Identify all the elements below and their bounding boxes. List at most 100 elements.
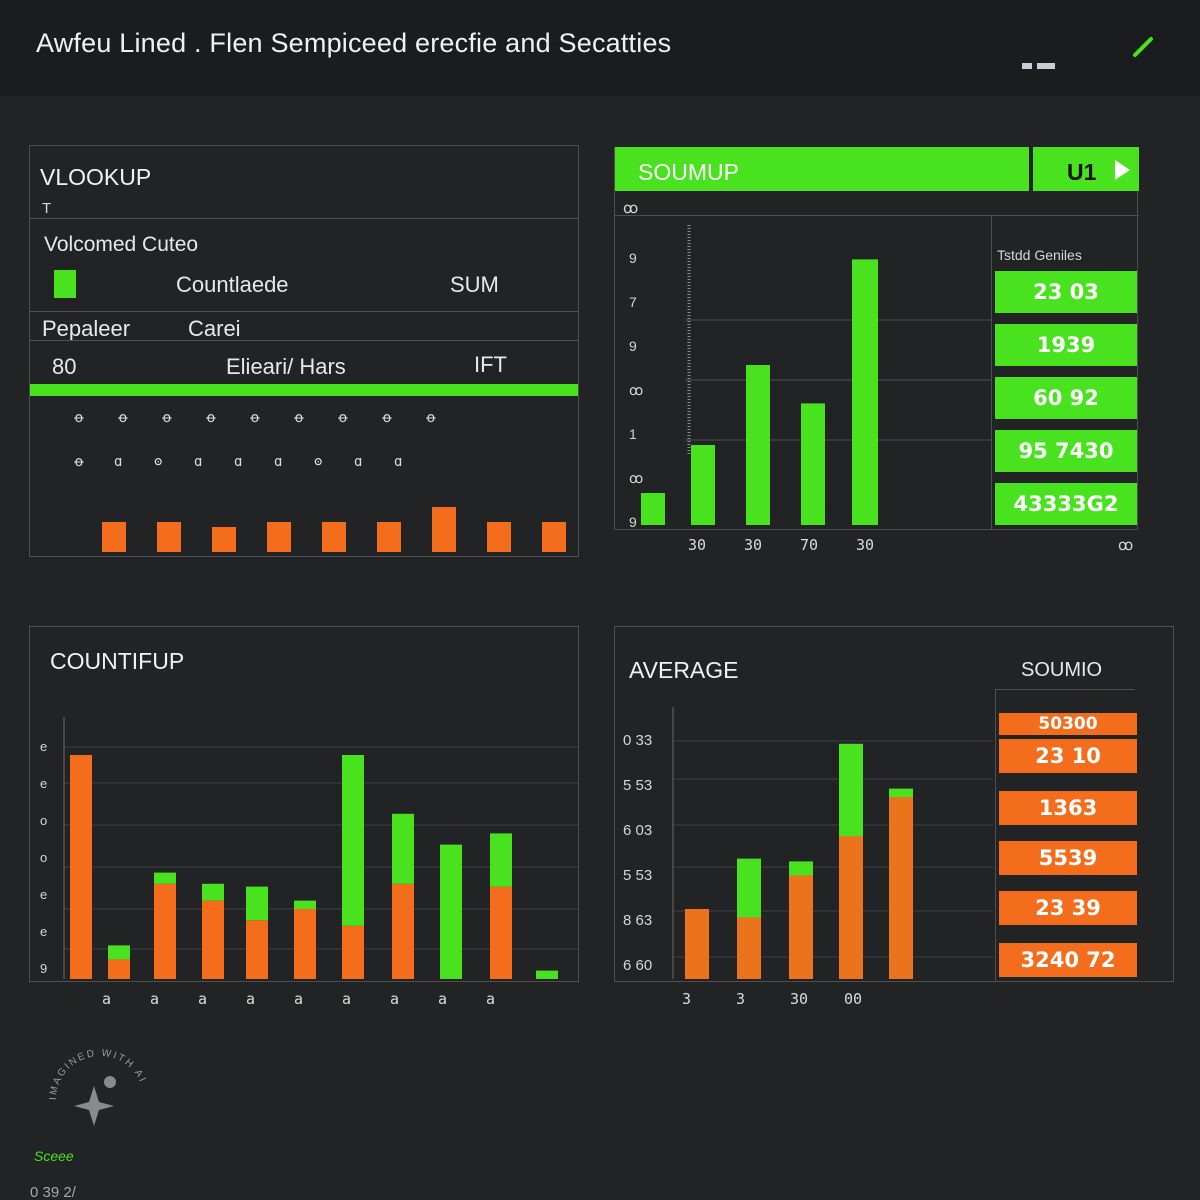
x-tick-label: a [342, 990, 352, 1008]
y-tick-label: 9 [629, 338, 637, 354]
pencil-icon[interactable] [1132, 36, 1154, 58]
y-tick-label: 8 63 [623, 912, 652, 929]
vlookup-bar [102, 522, 126, 552]
value-badge[interactable]: 23 10 [999, 739, 1137, 773]
window-controls-icon[interactable] [1022, 56, 1066, 69]
countifup-panel: COUNTIFUP e e o o e e 9 [29, 626, 579, 982]
vlookup-bar [432, 507, 456, 552]
vlookup-bar [377, 522, 401, 552]
watermark-text: IMAGINED WITH AI [48, 1048, 146, 1100]
x-tick-label: a [150, 990, 160, 1008]
y-tick-label: 5 53 [623, 777, 652, 794]
vlookup-panel: VLOOKUP T Volcomed Cuteo Countlaede SUM … [29, 145, 579, 557]
countifup-bar-green [108, 945, 130, 960]
value-badge[interactable]: 1363 [999, 791, 1137, 825]
x-tick-label: a [294, 990, 304, 1008]
svg-text:IMAGINED WITH AI: IMAGINED WITH AI [48, 1048, 148, 1100]
sparkle-icon [74, 1076, 116, 1126]
y-tick-label: ꝏ [629, 470, 643, 486]
countifup-bar-orange [108, 959, 130, 979]
value-badge[interactable]: 1939 [995, 324, 1137, 366]
soumup-tab-label[interactable]: U1 [1067, 159, 1097, 185]
y-tick-label: 9 [629, 514, 637, 530]
x-tick-label: 30 [856, 536, 875, 554]
x-tick-label: a [390, 990, 400, 1008]
row1-value: SUM [450, 272, 499, 297]
glyph-cell: ɑ [114, 454, 123, 470]
countifup-bar-green [342, 755, 364, 926]
countifup-bar-chart: e e o o e e 9 [40, 717, 578, 979]
vlookup-bar [267, 522, 291, 552]
y-tick-label: 6 60 [623, 957, 652, 974]
row3-b: Elieari/ Hars [226, 354, 346, 379]
x-tick-label: 30 [790, 990, 809, 1008]
average-bar-orange [685, 909, 709, 979]
vlookup-title: VLOOKUP [40, 164, 152, 190]
soumup-panel: SOUMUP U1 ꝏ Tstdd Geniles 23 03 1939 60 92… [614, 147, 1139, 530]
countifup-bar-green [392, 813, 414, 884]
glyph-cell: ꝋ [382, 410, 392, 426]
vlookup-bar [542, 522, 566, 552]
soumup-sub: ꝏ [623, 200, 639, 217]
y-tick-label: o [40, 813, 47, 828]
glyph-cell: ɑ [354, 454, 363, 470]
countifup-bar-green [154, 872, 176, 884]
vlookup-subtitle: Volcomed Cuteo [44, 233, 199, 256]
countifup-bar-orange [202, 900, 224, 979]
soumup-corner-label: ꝏ [1118, 537, 1134, 554]
vlookup-bar [487, 522, 511, 552]
row1-label: Countlaede [176, 272, 289, 297]
x-tick-label: 70 [800, 536, 819, 554]
soumup-bar-chart: 9 7 9 ꝏ 1 ꝏ 9 [629, 225, 991, 530]
row3-a: 80 [52, 354, 77, 379]
y-tick-label: 9 [40, 961, 47, 976]
value-badge[interactable]: 95 7430 [995, 430, 1137, 472]
glyph-cell: ꝋ [118, 410, 128, 426]
countifup-bar-green [490, 833, 512, 887]
average-bar-orange [789, 875, 813, 979]
value-badge[interactable]: 60 92 [995, 377, 1137, 419]
soumup-title: SOUMUP [638, 159, 739, 185]
glyph-cell: ɑ [394, 454, 403, 470]
x-tick-label: a [198, 990, 208, 1008]
countifup-bar-orange [70, 755, 92, 979]
x-tick-label: 30 [688, 536, 707, 554]
y-tick-label: o [40, 850, 47, 865]
value-badge[interactable]: 3240 72 [999, 943, 1137, 977]
vlookup-bar-chart [102, 507, 566, 552]
glyph-cell: ꝋ [74, 410, 84, 426]
play-icon[interactable] [1113, 159, 1131, 181]
imagined-with-ai-watermark: IMAGINED WITH AI [48, 1048, 148, 1126]
y-tick-label: e [40, 776, 47, 791]
value-badge[interactable]: 43333G2 [995, 483, 1137, 525]
soumup-bar [691, 445, 715, 525]
soumup-bar [852, 259, 878, 525]
value-badge[interactable]: 50300 [999, 713, 1137, 735]
average-side-title: SOUMIO [1021, 659, 1103, 681]
value-badge[interactable]: 23 03 [995, 271, 1137, 313]
value-badge[interactable]: 5539 [999, 841, 1137, 875]
countifup-bar-orange [490, 886, 512, 979]
countifup-bar-orange [246, 920, 268, 979]
x-tick-label: 30 [744, 536, 763, 554]
x-tick-label: 3 [736, 990, 746, 1008]
countifup-bar-green [246, 886, 268, 921]
glyph-cell: ꝋ [250, 410, 260, 426]
row2-value: Carei [188, 316, 241, 341]
x-tick-label: a [246, 990, 256, 1008]
y-tick-label: ꝏ [629, 382, 643, 398]
watermark-caption: Sceee [34, 1148, 74, 1164]
vlookup-bar [157, 522, 181, 552]
countifup-bar-green [202, 883, 224, 901]
y-tick-label: e [40, 887, 47, 902]
y-tick-label: 5 53 [623, 867, 652, 884]
x-tick-label: 00 [844, 990, 863, 1008]
glyph-cell: ɑ [234, 454, 243, 470]
app-title: Awfeu Lined . Flen Sempiceed erecfie and… [36, 28, 672, 58]
average-bar-orange [889, 797, 913, 979]
value-badge[interactable]: 23 39 [999, 891, 1137, 925]
countifup-bar-green [440, 844, 462, 979]
y-tick-label: 6 03 [623, 822, 652, 839]
x-tick-label: a [486, 990, 496, 1008]
countifup-bar-green [536, 970, 558, 979]
